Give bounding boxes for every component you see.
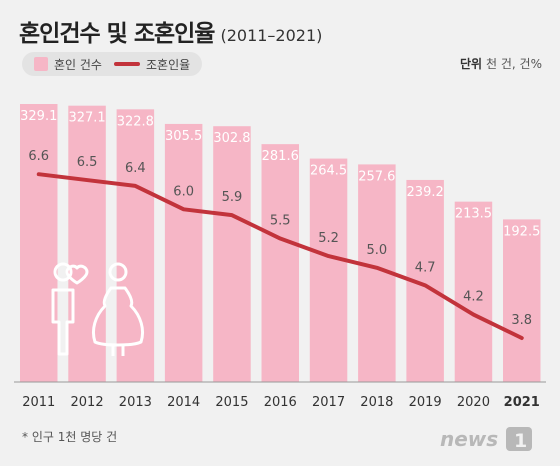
legend-item-bar: 혼인 건수: [34, 56, 102, 73]
chart-subtitle: (2011–2021): [220, 26, 323, 45]
bar-2012: [68, 105, 106, 382]
bar-value-label-2017: 264.5: [310, 164, 347, 179]
data-labels: 329.1 327.1 322.8 305.5 302.8 281.6 264.5 257.6…: [20, 109, 540, 328]
legend-line-swatch: [113, 62, 140, 66]
unit-label: 단위: [459, 57, 483, 71]
bar-value-label-2019: 239.2: [407, 185, 444, 200]
rate-value-label-2014: 6.0: [173, 184, 194, 199]
x-tick-2013: 2013: [119, 395, 152, 410]
legend-line-label: 조혼인율: [145, 57, 191, 72]
x-tick-2019: 2019: [409, 395, 442, 410]
x-tick-2020: 2020: [457, 395, 490, 410]
x-tick-2014: 2014: [167, 395, 200, 410]
x-tick-2015: 2015: [215, 395, 248, 410]
chart-title: 혼인건수 및 조혼인율: [19, 21, 215, 47]
bar-value-label-2013: 322.8: [117, 114, 154, 129]
bar-2015: [213, 126, 251, 383]
legend-item-line: 조혼인율: [113, 56, 191, 73]
x-tick-2018: 2018: [360, 395, 393, 410]
rate-value-label-2019: 4.7: [415, 260, 436, 275]
bar-2017: [309, 158, 348, 382]
groom-icon: [51, 262, 75, 356]
bar-2011: [20, 104, 58, 382]
legend-bar-swatch: [34, 57, 48, 71]
bar-series: [20, 104, 541, 383]
bar-2014: [164, 123, 203, 383]
rate-value-label-2011: 6.6: [28, 149, 49, 164]
rate-value-label-2020: 4.2: [463, 290, 484, 305]
rate-value-label-2018: 5.0: [367, 243, 388, 258]
unit-value: 천 건, 건%: [486, 57, 542, 71]
heart-icon: [65, 264, 89, 285]
bar-2021: [503, 219, 541, 382]
bar-2020: [454, 201, 493, 382]
rate-value-label-2016: 5.5: [270, 214, 291, 229]
rate-value-label-2015: 5.9: [222, 190, 243, 205]
rate-value-label-2012: 6.5: [77, 155, 98, 170]
bar-value-label-2018: 257.6: [358, 169, 395, 184]
rate-value-label-2021: 3.8: [511, 313, 532, 328]
x-tick-labels: 2011 2012 2013 2014 2015 2016 2017 2018 2019 2020…: [22, 395, 540, 410]
rate-value-label-2013: 6.4: [125, 161, 146, 176]
line-series: [36, 172, 524, 340]
bride-icon: [91, 262, 145, 356]
footnote: * 인구 1천 명당 건: [22, 430, 118, 444]
bar-2016: [261, 144, 299, 382]
bar-value-label-2021: 192.5: [503, 224, 540, 239]
bar-value-label-2016: 281.6: [262, 149, 299, 164]
bar-value-label-2011: 329.1: [20, 109, 57, 124]
bar-value-label-2020: 213.5: [455, 207, 492, 222]
rate-line: [36, 172, 524, 340]
bar-value-label-2012: 327.1: [68, 111, 105, 126]
bar-value-label-2014: 305.5: [165, 129, 202, 144]
svg-text:news: news: [440, 427, 498, 451]
x-tick-2017: 2017: [312, 395, 345, 410]
legend: 혼인 건수 조혼인율: [22, 52, 203, 76]
chart-title-row: 혼인건수 및 조혼인율 (2011–2021): [19, 14, 322, 48]
unit-note: 단위 천 건, 건%: [460, 55, 542, 72]
news1-logo: news 1: [440, 427, 532, 452]
bar-value-label-2015: 302.8: [213, 131, 250, 146]
legend-bar-label: 혼인 건수: [54, 57, 102, 72]
bar-2013: [116, 109, 155, 383]
x-tick-2016: 2016: [264, 395, 297, 410]
couple-illustration: [51, 262, 145, 356]
svg-text:1: 1: [514, 430, 527, 452]
x-tick-2011: 2011: [22, 395, 55, 410]
rate-value-label-2017: 5.2: [318, 231, 339, 246]
x-tick-2021: 2021: [504, 395, 540, 410]
x-tick-2012: 2012: [71, 395, 104, 410]
